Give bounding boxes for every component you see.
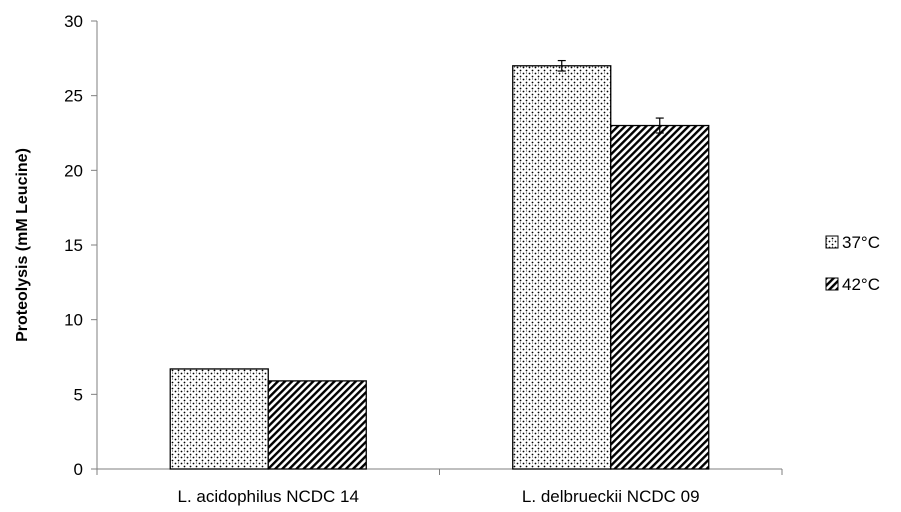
y-tick-label-15: 15 <box>64 236 83 255</box>
legend-swatch-42c <box>825 277 839 291</box>
y-tick-label-10: 10 <box>64 311 83 330</box>
y-tick-label-0: 0 <box>74 460 83 479</box>
legend-swatch-37c <box>825 235 839 249</box>
error-bars <box>557 59 664 134</box>
y-tick-label-25: 25 <box>64 87 83 106</box>
legend-label-37c: 37°C <box>842 233 880 252</box>
bar-2-series-2 <box>610 124 710 470</box>
y-tick-label-30: 30 <box>64 12 83 31</box>
tick-labels: 0 5 10 15 20 25 30 L. acidophilus NCDC 14 L. del… <box>64 12 699 506</box>
bar-2-series-1 <box>512 65 612 470</box>
legend-label-42c: 42°C <box>842 275 880 294</box>
bar-1-series-1 <box>169 368 269 470</box>
y-tick-label-5: 5 <box>74 385 83 404</box>
x-category-label-2: L. delbrueckii NCDC 09 <box>522 487 700 506</box>
y-tick-label-20: 20 <box>64 161 83 180</box>
error-bar-2-series-1 <box>557 59 566 72</box>
legend: 37°C 42°C <box>825 233 880 294</box>
bars <box>169 65 710 470</box>
x-category-label-1: L. acidophilus NCDC 14 <box>178 487 359 506</box>
bar-1-series-2 <box>267 380 367 470</box>
error-bar-2-series-2 <box>655 117 664 134</box>
y-axis-title: Proteolysis (mM Leucine) <box>14 148 31 342</box>
